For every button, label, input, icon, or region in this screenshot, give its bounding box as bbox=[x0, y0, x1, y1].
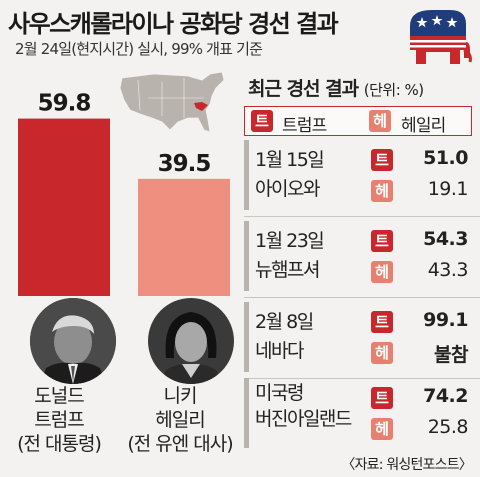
haley-photo bbox=[148, 298, 234, 384]
row-date: 1월 23일 bbox=[255, 230, 325, 252]
source-credit: 〈자료: 워싱턴포스트〉 bbox=[341, 457, 472, 473]
haley-value: 43.3 bbox=[427, 259, 469, 281]
candidate-trump-name: 도널드 트럼프 (전 대통령) bbox=[0, 384, 118, 456]
candidate-haley-name: 니키 헤일리 (전 유엔 대사) bbox=[118, 384, 242, 456]
result-row-iowa: 1월 15일 아이오와 트 헤 51.0 19.1 bbox=[244, 140, 480, 210]
trump-value: 51.0 bbox=[423, 147, 468, 169]
us-map-south-carolina-icon bbox=[119, 71, 225, 133]
row-date: 1월 15일 bbox=[255, 149, 325, 171]
haley-badge: 헤 bbox=[371, 261, 393, 283]
row-divider bbox=[244, 216, 480, 217]
legend-haley-badge: 헤 bbox=[369, 110, 391, 132]
legend-trump-label: 트럼프 bbox=[282, 116, 327, 136]
legend: 트 트럼프 헤 헤일리 bbox=[244, 106, 472, 136]
candidate-trump-firstname: 도널드 bbox=[34, 385, 84, 407]
trump-badge: 트 bbox=[371, 311, 393, 333]
row-divider bbox=[244, 378, 480, 379]
recent-results-title: 최근 경선 결과 bbox=[248, 78, 359, 100]
haley-value: 19.1 bbox=[427, 178, 469, 200]
haley-badge: 헤 bbox=[371, 342, 393, 364]
row-state: 미국령 버진아일랜드 bbox=[255, 380, 352, 432]
row-divider bbox=[244, 297, 480, 298]
haley-badge: 헤 bbox=[371, 418, 393, 440]
recent-results-heading: 최근 경선 결과 (단위: %) bbox=[248, 74, 424, 101]
candidate-haley-firstname: 니키 bbox=[163, 385, 198, 407]
result-row-new-hampshire: 1월 23일 뉴햄프셔 트 헤 54.3 43.3 bbox=[244, 221, 480, 291]
trump-value: 54.3 bbox=[423, 228, 468, 250]
row-accent-bar bbox=[244, 378, 249, 448]
trump-photo bbox=[30, 298, 116, 384]
row-state: 네바다 bbox=[255, 340, 304, 362]
candidate-trump-title: (전 대통령) bbox=[17, 433, 102, 455]
haley-badge: 헤 bbox=[371, 180, 393, 202]
row-state-line2: 버진아일랜드 bbox=[255, 408, 352, 430]
row-accent-bar bbox=[244, 221, 249, 291]
row-state-line1: 미국령 bbox=[255, 382, 304, 404]
candidate-haley-title: (전 유엔 대사) bbox=[127, 433, 233, 455]
row-state: 아이오와 bbox=[255, 178, 320, 200]
row-date: 2월 8일 bbox=[255, 311, 314, 333]
legend-haley-label: 헤일리 bbox=[401, 116, 446, 136]
page-title: 사우스캐롤라이나 공화당 경선 결과 bbox=[8, 10, 339, 38]
candidate-haley-lastname: 헤일리 bbox=[155, 409, 205, 431]
legend-trump-badge: 트 bbox=[251, 110, 273, 132]
haley-value: 불참 bbox=[434, 344, 468, 366]
trump-badge: 트 bbox=[371, 387, 393, 409]
trump-value: 74.2 bbox=[423, 385, 468, 407]
page-subtitle: 2월 24일(현지시간) 실시, 99% 개표 기준 bbox=[15, 40, 263, 58]
row-accent-bar bbox=[244, 140, 249, 210]
trump-value: 99.1 bbox=[423, 309, 468, 331]
row-state: 뉴햄프셔 bbox=[255, 259, 320, 281]
bar-value-label-trump: 59.8 bbox=[38, 91, 91, 117]
trump-badge: 트 bbox=[371, 230, 393, 252]
bar-value-label-haley: 39.5 bbox=[158, 151, 211, 177]
row-accent-bar bbox=[244, 302, 249, 372]
result-row-virgin-islands: 미국령 버진아일랜드 트 헤 74.2 25.8 bbox=[244, 378, 480, 448]
vote-share-bar-chart: 59.8 39.5 bbox=[18, 91, 230, 296]
bar-haley bbox=[138, 178, 230, 296]
trump-badge: 트 bbox=[371, 149, 393, 171]
south-carolina-highlight bbox=[194, 102, 208, 111]
bar-trump bbox=[18, 118, 110, 296]
republican-elephant-icon bbox=[410, 10, 472, 64]
haley-value: 25.8 bbox=[427, 416, 469, 438]
unit-label: (단위: %) bbox=[363, 81, 424, 99]
candidate-trump-lastname: 트럼프 bbox=[34, 409, 84, 431]
result-row-nevada: 2월 8일 네바다 트 헤 99.1 불참 bbox=[244, 302, 480, 372]
